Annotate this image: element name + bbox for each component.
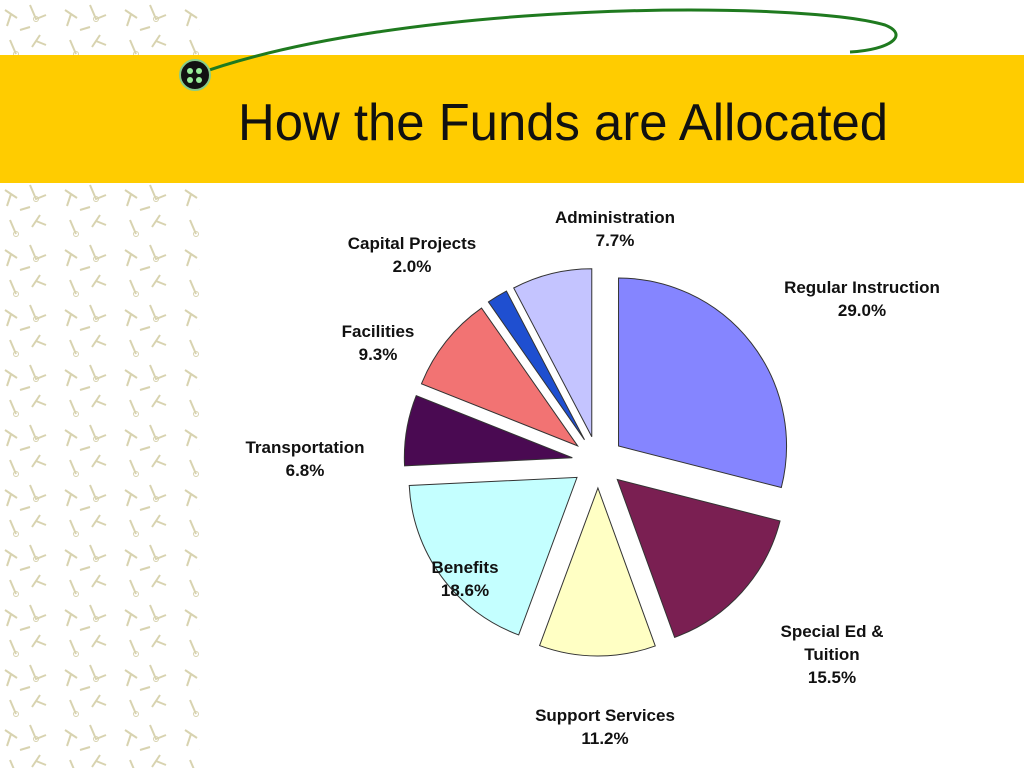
title-band bbox=[0, 55, 1024, 183]
slice-value: 2.0% bbox=[392, 257, 432, 276]
pie-slice bbox=[420, 307, 579, 447]
slice-name: Capital Projects bbox=[347, 234, 477, 253]
slice-label: Special Ed & Tuition 15.5% bbox=[762, 620, 902, 689]
slice-value: 11.2% bbox=[581, 729, 629, 748]
slice-name: Transportation bbox=[245, 438, 365, 457]
slice-value: 15.5% bbox=[807, 668, 857, 687]
slice-name: Facilities bbox=[341, 322, 415, 341]
pie-slice bbox=[618, 277, 788, 489]
pie-slice bbox=[513, 268, 593, 437]
pie-slice bbox=[538, 486, 656, 657]
slice-value: 29.0% bbox=[837, 301, 887, 320]
decor-dot bbox=[179, 59, 211, 91]
slice-value: 7.7% bbox=[595, 231, 635, 250]
pie-slice bbox=[616, 478, 781, 639]
pie-slice bbox=[408, 476, 578, 636]
slice-value: 18.6% bbox=[440, 581, 490, 600]
pie bbox=[403, 268, 788, 657]
chart-title: How the Funds are Allocated bbox=[238, 94, 888, 152]
decor-arc bbox=[194, 8, 898, 77]
slice-label: Administration 7.7% bbox=[525, 206, 705, 252]
slice-value: 6.8% bbox=[285, 461, 325, 480]
pie-slice bbox=[403, 395, 573, 467]
slice-name: Benefits bbox=[431, 558, 499, 577]
slice-name: Support Services bbox=[535, 706, 675, 725]
slice-label: Support Services 11.2% bbox=[505, 704, 705, 750]
slice-value: 9.3% bbox=[358, 345, 398, 364]
slice-label: Transportation 6.8% bbox=[215, 436, 395, 482]
slice-label: Capital Projects 2.0% bbox=[322, 232, 502, 278]
slice-label: Facilities 9.3% bbox=[308, 320, 448, 366]
pie-slice bbox=[487, 290, 585, 441]
slice-label: Regular Instruction 29.0% bbox=[782, 276, 942, 322]
slice-name: Regular Instruction bbox=[784, 278, 940, 297]
slice-name: Administration bbox=[555, 208, 675, 227]
slice-label: Benefits 18.6% bbox=[405, 556, 525, 602]
slice-name: Special Ed & Tuition bbox=[780, 622, 884, 664]
